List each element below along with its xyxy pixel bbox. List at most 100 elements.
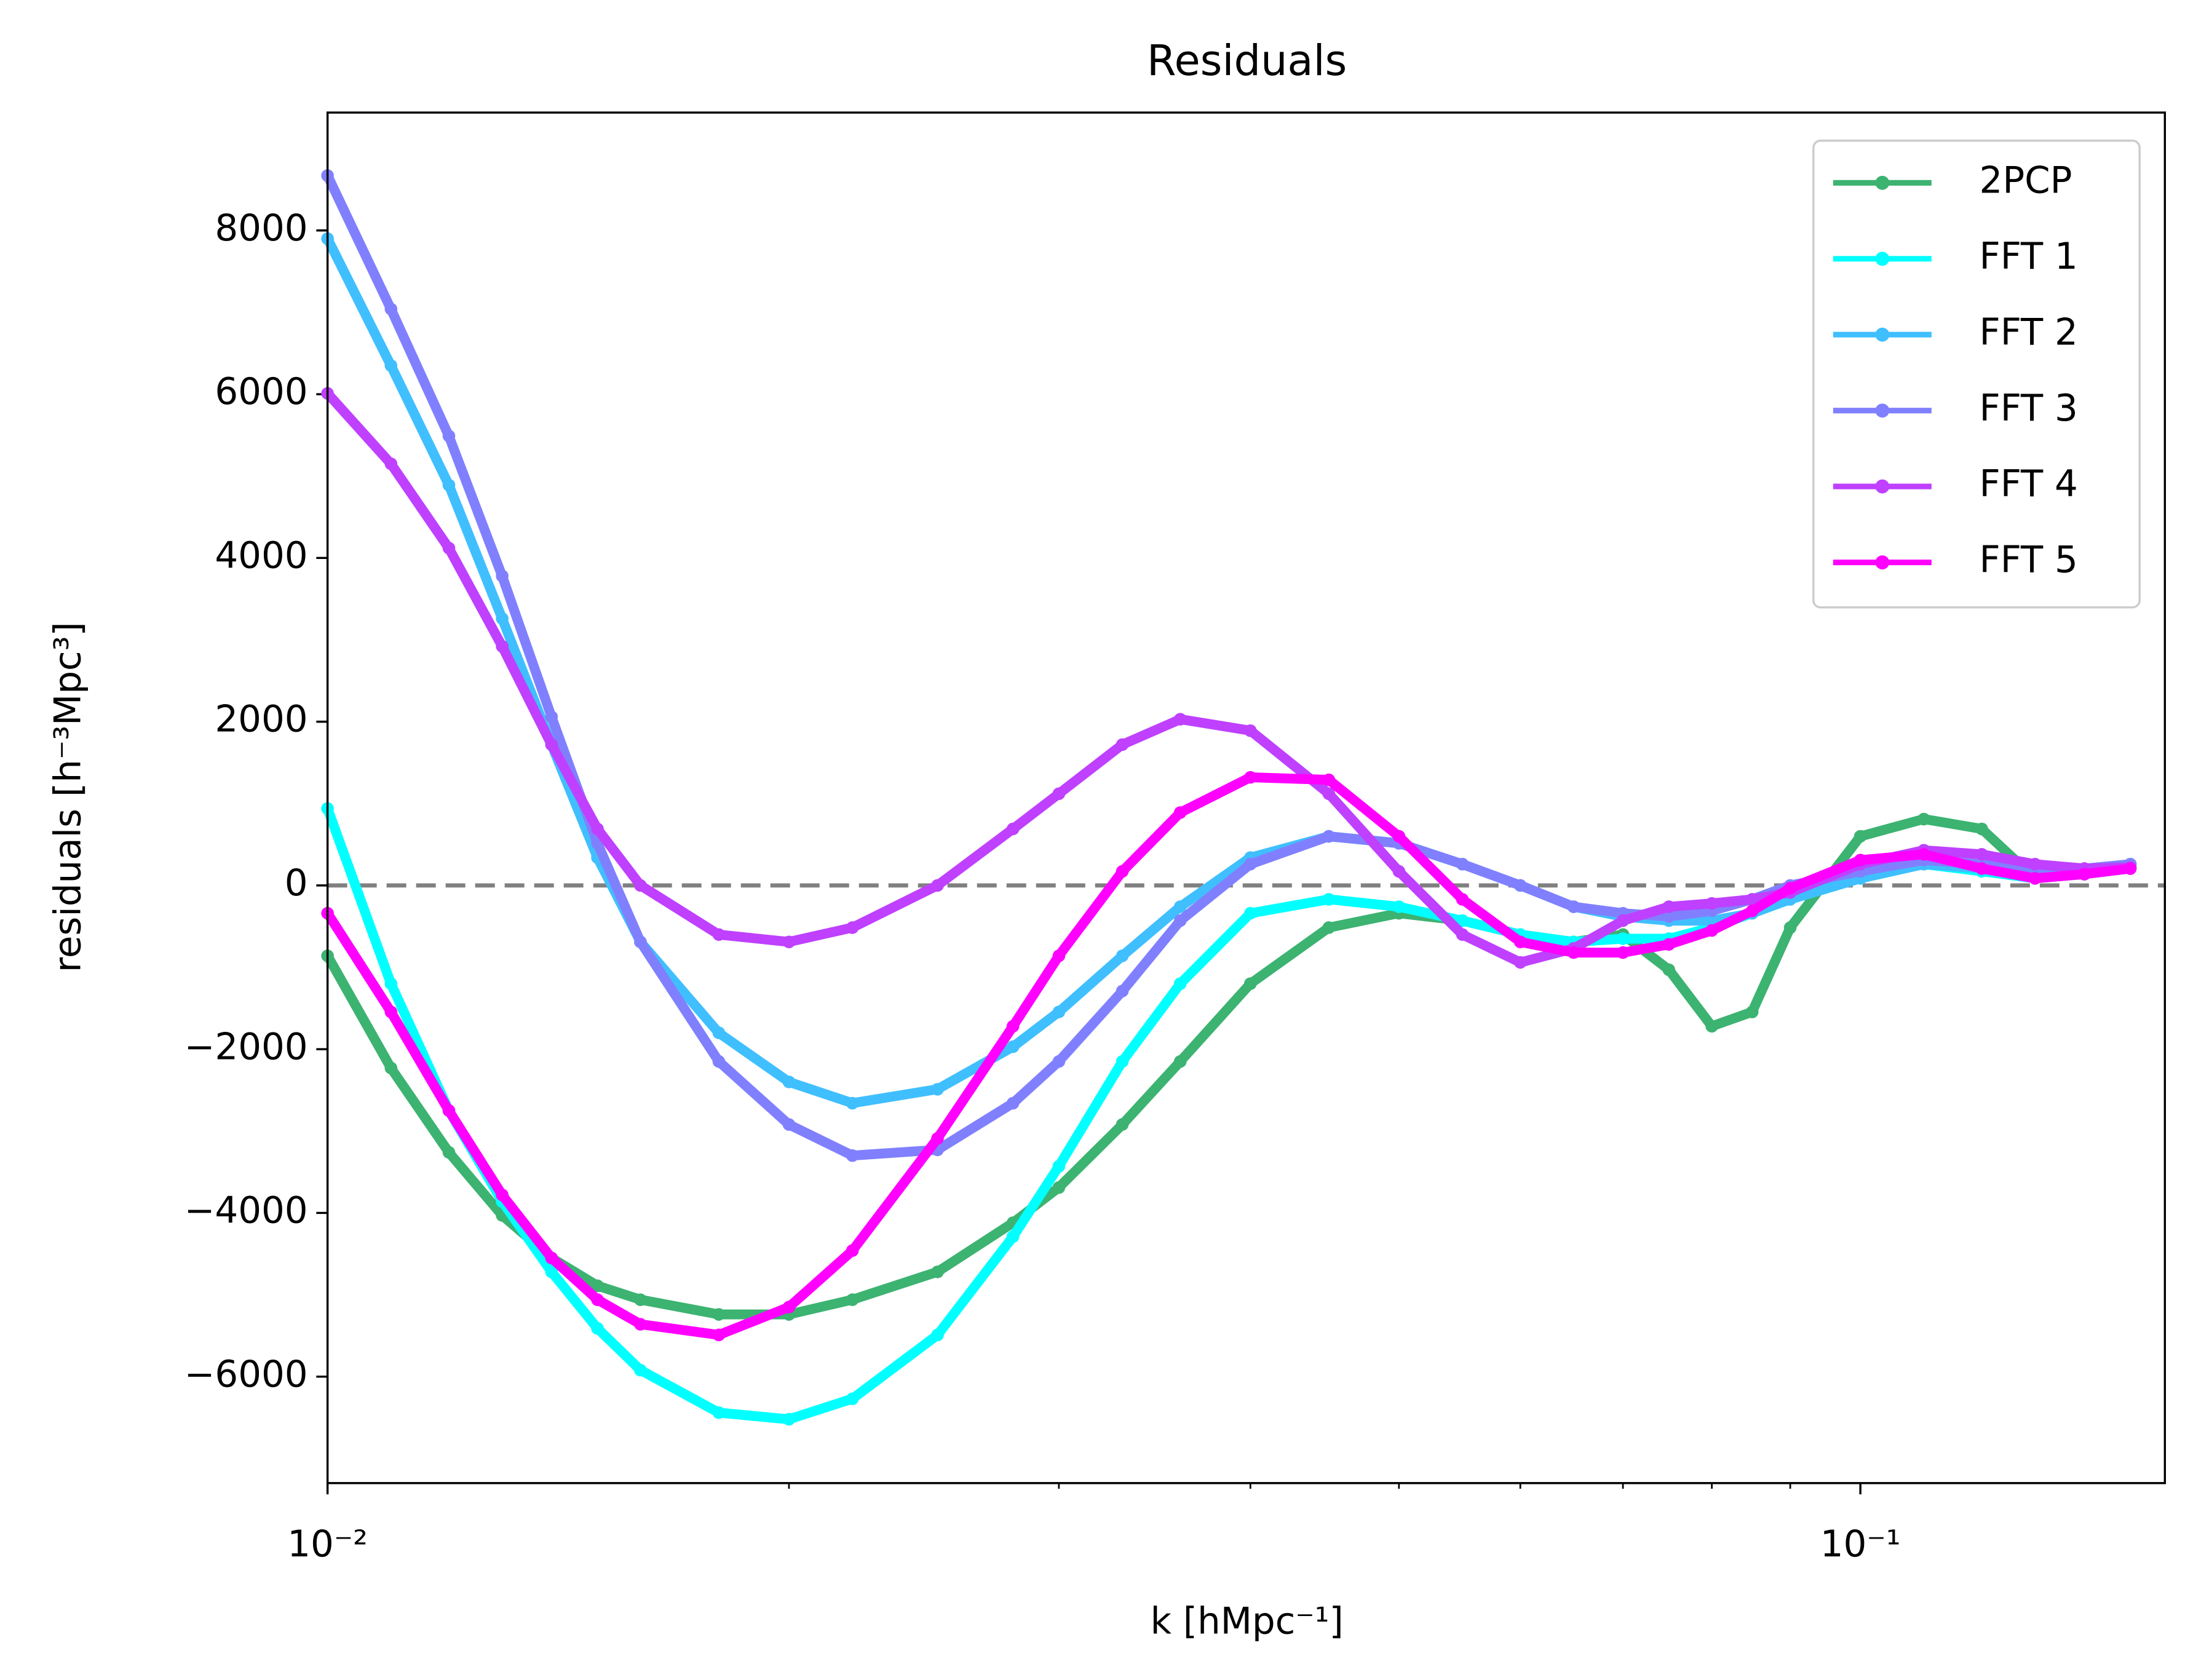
point	[634, 935, 647, 949]
point	[846, 921, 859, 934]
point	[846, 1293, 859, 1306]
point	[1705, 1020, 1718, 1033]
point	[712, 928, 726, 941]
point	[846, 1096, 859, 1110]
legend-marker	[1875, 327, 1890, 342]
point	[1783, 882, 1797, 895]
point	[1006, 1230, 1020, 1243]
point	[712, 1406, 726, 1419]
point	[1322, 893, 1336, 906]
point	[1745, 1005, 1759, 1018]
point	[442, 429, 456, 443]
point	[1392, 900, 1406, 913]
point	[384, 1005, 398, 1018]
point	[1616, 932, 1630, 945]
point	[1173, 977, 1187, 990]
point	[1392, 830, 1406, 843]
point	[496, 640, 509, 653]
point	[1854, 854, 1867, 866]
point	[545, 1251, 558, 1264]
point	[1322, 921, 1336, 934]
point	[1456, 857, 1469, 871]
point	[496, 1188, 509, 1202]
point	[1006, 1040, 1020, 1053]
point	[1116, 1118, 1129, 1131]
x-axis-label: k [hMpc⁻¹]	[1151, 1600, 1344, 1642]
point	[782, 1413, 796, 1426]
plot-frame	[326, 111, 2166, 1484]
point	[1052, 1005, 1066, 1018]
point	[1052, 1055, 1066, 1068]
y-tick-label: −6000	[184, 1353, 308, 1396]
point	[782, 1301, 796, 1313]
point	[1006, 1096, 1020, 1110]
point	[1173, 1055, 1187, 1068]
point	[442, 1146, 456, 1159]
point	[1705, 897, 1718, 910]
legend-marker	[1875, 252, 1890, 266]
point	[2028, 872, 2042, 885]
legend-marker	[1875, 479, 1890, 494]
point	[1513, 935, 1527, 949]
point	[1975, 862, 1988, 875]
point	[931, 879, 944, 892]
legend-label: 2PCP	[1980, 159, 2072, 202]
point	[1173, 713, 1187, 726]
point	[1006, 822, 1020, 836]
legend-marker	[1875, 403, 1890, 418]
y-tick-label: 2000	[215, 699, 307, 741]
legend-label: FFT 2	[1980, 311, 2078, 354]
point	[846, 1392, 859, 1405]
point	[2028, 857, 2042, 871]
point	[1322, 787, 1336, 801]
legend-label: FFT 1	[1980, 236, 2078, 278]
point	[1616, 914, 1630, 927]
point	[1456, 914, 1469, 927]
point	[591, 822, 604, 836]
point	[1456, 928, 1469, 941]
x-tick-label: 10⁻¹	[1820, 1523, 1901, 1566]
point	[846, 1149, 859, 1162]
point	[496, 612, 509, 625]
point	[1745, 904, 1759, 917]
point	[545, 1266, 558, 1278]
point	[1392, 865, 1406, 878]
point	[931, 1266, 944, 1278]
point	[1616, 946, 1630, 959]
point	[782, 1118, 796, 1131]
point	[1052, 1160, 1066, 1173]
y-tick-label: −2000	[184, 1026, 308, 1068]
y-tick-label: 4000	[215, 534, 307, 577]
point	[545, 738, 558, 751]
series-line	[323, 772, 2132, 1340]
point	[591, 1293, 604, 1306]
point	[782, 935, 796, 949]
point	[1662, 938, 1676, 951]
legend-box	[1812, 140, 2141, 609]
point	[545, 710, 558, 723]
point	[1322, 830, 1336, 843]
point	[591, 1279, 604, 1293]
legend-label: FFT 4	[1980, 463, 2078, 505]
legend-label: FFT 3	[1980, 387, 2078, 430]
point	[2124, 862, 2137, 875]
point	[782, 1076, 796, 1088]
legend-label: FFT 5	[1980, 539, 2078, 582]
point	[2078, 868, 2091, 881]
point	[1243, 977, 1257, 990]
chart-title: Residuals	[1147, 36, 1347, 85]
point	[1052, 787, 1066, 801]
point	[384, 457, 398, 470]
point	[1116, 738, 1129, 751]
point	[1783, 921, 1797, 934]
point	[384, 977, 398, 990]
point	[1116, 1055, 1129, 1068]
point	[931, 1131, 944, 1145]
point	[1243, 857, 1257, 871]
point	[931, 1083, 944, 1096]
point	[1052, 1181, 1066, 1194]
y-tick-label: −4000	[184, 1190, 308, 1232]
point	[1917, 848, 1930, 861]
point	[1513, 956, 1527, 969]
